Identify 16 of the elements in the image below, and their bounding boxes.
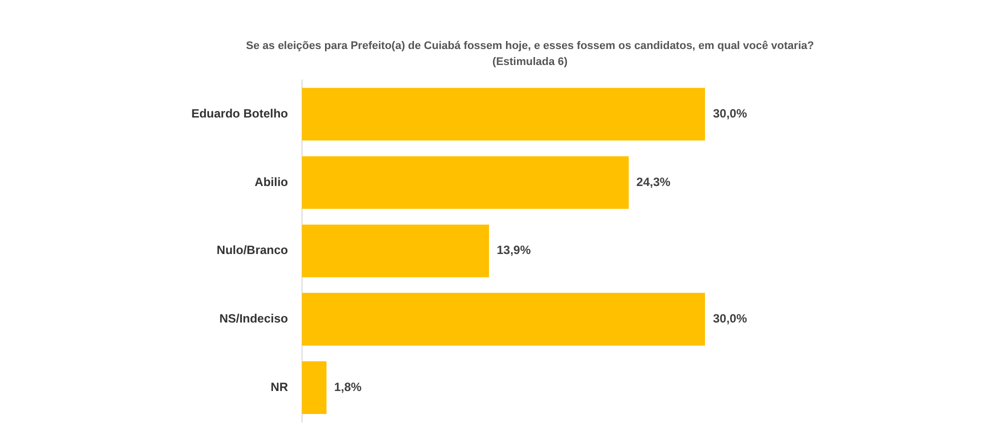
y-tick-label: Nulo/Branco (216, 243, 288, 258)
y-tick-label: NR (270, 380, 288, 394)
data-label: 24,3% (636, 174, 671, 189)
y-tick-label: NS/Indeciso (219, 312, 288, 326)
bar (302, 156, 629, 209)
chart-title: Se as eleições para Prefeito(a) de Cuiabá fossem hoje, e esses fossem os candidatos, em qual você votaria? (Estimulada 6) (245, 39, 815, 70)
bar (302, 224, 490, 278)
data-label: 30,0% (713, 106, 748, 120)
bar (302, 88, 705, 141)
bar (302, 361, 327, 414)
y-tick-label: Eduardo Botelho (191, 106, 288, 120)
bar (302, 292, 705, 346)
data-label: 1,8% (334, 380, 362, 394)
data-label: 30,0% (713, 312, 748, 326)
y-tick-label: Abilio (254, 174, 288, 189)
data-label: 13,9% (496, 243, 532, 258)
